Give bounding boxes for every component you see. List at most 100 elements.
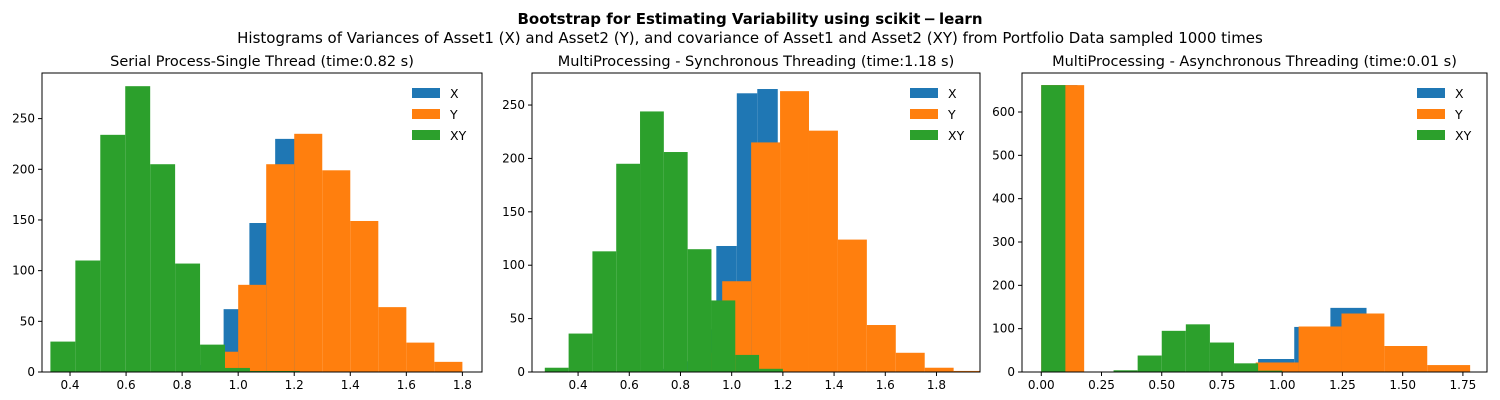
histogram-bar-xy — [75, 260, 101, 372]
histogram-bar-xy — [274, 370, 300, 372]
chart-panel-2: MultiProcessing - Synchronous Threading … — [502, 54, 981, 392]
y-tick-label: 50 — [20, 314, 35, 328]
histogram-bar-xy — [249, 370, 275, 372]
histogram-bar-y — [294, 133, 323, 372]
histogram-bar-y — [406, 342, 435, 372]
y-tick-label: 200 — [992, 278, 1015, 292]
legend-swatch-y — [412, 109, 440, 119]
bars-group — [50, 86, 463, 372]
axes-frame — [1021, 72, 1488, 373]
histogram-bar-y — [924, 367, 954, 372]
histogram-bar-xy — [100, 134, 126, 372]
legend-swatch-y — [910, 109, 938, 119]
histogram-bar-xy — [225, 367, 250, 372]
legend-swatch-y — [1417, 109, 1445, 119]
legend-label-y: Y — [1454, 107, 1463, 122]
histogram-bar-y — [266, 164, 295, 372]
x-tick-label: 0.25 — [1088, 378, 1115, 392]
y-tick-label: 150 — [12, 213, 35, 227]
histogram-bar-xy — [1113, 370, 1138, 372]
x-tick-label: 1.50 — [1389, 378, 1416, 392]
histogram-bar-y — [808, 130, 838, 372]
legend-label-x: X — [450, 86, 459, 101]
x-tick-label: 1.4 — [341, 378, 360, 392]
y-tick-label: 100 — [12, 264, 35, 278]
histogram-bar-xy — [150, 164, 176, 372]
y-tick-label: 0 — [517, 365, 525, 379]
histogram-bar-y — [322, 170, 351, 372]
legend-swatch-xy — [412, 130, 440, 140]
y-tick-label: 0 — [27, 365, 35, 379]
chart-title: MultiProcessing - Asynchronous Threading… — [1052, 54, 1457, 70]
x-tick-label: 1.25 — [1329, 378, 1356, 392]
histogram-bar-xy — [1041, 85, 1066, 372]
y-tick-label: 200 — [12, 162, 35, 176]
axes-frame — [41, 72, 483, 373]
histogram-bar-xy — [759, 368, 783, 372]
legend: XY XY — [910, 86, 965, 143]
y-tick-label: 100 — [992, 322, 1015, 336]
histogram-bar-y — [434, 361, 463, 372]
x-tick-label: 1.8 — [453, 378, 472, 392]
histogram-bar-xy — [592, 251, 617, 372]
legend-swatch-x — [412, 88, 440, 98]
histogram-bar-y — [1255, 362, 1299, 372]
x-tick-label: 0.6 — [620, 378, 639, 392]
legend-swatch-xy — [1417, 130, 1445, 140]
x-tick-label: 1.0 — [229, 378, 248, 392]
y-tick-label: 100 — [502, 258, 525, 272]
histogram-bar-xy — [1137, 355, 1162, 372]
histogram-bar-xy — [711, 300, 736, 372]
histogram-bar-y — [953, 370, 980, 372]
x-tick-label: 0.75 — [1209, 378, 1236, 392]
histogram-bar-y — [238, 284, 267, 372]
bars-group — [1041, 85, 1471, 372]
chart-panel-1: Serial Process-Single Thread (time:0.82 … — [12, 54, 483, 392]
histogram-bar-xy — [568, 333, 593, 372]
legend-label-x: X — [948, 86, 957, 101]
histogram-bar-xy — [735, 354, 760, 372]
y-tick-label: 250 — [502, 98, 525, 112]
y-tick-label: 500 — [992, 148, 1015, 162]
legend-swatch-x — [910, 88, 938, 98]
x-tick-label: 1.0 — [722, 378, 741, 392]
histogram-bar-xy — [125, 86, 151, 372]
histogram-bar-y — [837, 239, 867, 372]
y-tick-label: 300 — [992, 235, 1015, 249]
histogram-bar-xy — [640, 111, 664, 372]
histogram-bar-y — [350, 220, 379, 372]
legend-label-xy: XY — [450, 128, 467, 143]
y-tick-label: 150 — [502, 205, 525, 219]
histogram-bar-xy — [1161, 330, 1186, 372]
histogram-bar-xy — [1209, 342, 1235, 372]
x-tick-label: 1.2 — [285, 378, 304, 392]
x-tick-label: 1.4 — [825, 378, 844, 392]
figure-title: Bootstrap for Estimating Variability usi… — [517, 10, 982, 28]
histogram-bar-y — [751, 142, 781, 372]
histogram-bar-y — [1341, 313, 1385, 372]
histogram-bar-xy — [1234, 363, 1259, 372]
x-tick-label: 1.2 — [773, 378, 792, 392]
chart-title: Serial Process-Single Thread (time:0.82 … — [110, 54, 414, 70]
chart-title: MultiProcessing - Synchronous Threading … — [558, 54, 955, 70]
x-tick-label: 0.6 — [117, 378, 136, 392]
histogram-bar-y — [1384, 346, 1428, 372]
axes-frame — [531, 72, 981, 373]
x-tick-label: 1.6 — [876, 378, 895, 392]
y-tick-label: 250 — [12, 112, 35, 126]
figure-subtitle: Histograms of Variances of Asset1 (X) an… — [237, 29, 1263, 47]
legend-label-y: Y — [947, 107, 956, 122]
x-tick-label: 0.00 — [1028, 378, 1055, 392]
histogram-bar-y — [1427, 365, 1471, 372]
chart-panel-3: MultiProcessing - Asynchronous Threading… — [992, 54, 1488, 392]
histogram-bar-xy — [687, 249, 712, 372]
legend-label-x: X — [1455, 86, 1464, 101]
histogram-bar-y — [866, 325, 896, 372]
legend: XY XY — [1417, 86, 1472, 143]
x-tick-label: 0.8 — [671, 378, 690, 392]
y-tick-label: 600 — [992, 105, 1015, 119]
histogram-bar-xy — [200, 344, 225, 372]
y-tick-label: 50 — [510, 312, 525, 326]
